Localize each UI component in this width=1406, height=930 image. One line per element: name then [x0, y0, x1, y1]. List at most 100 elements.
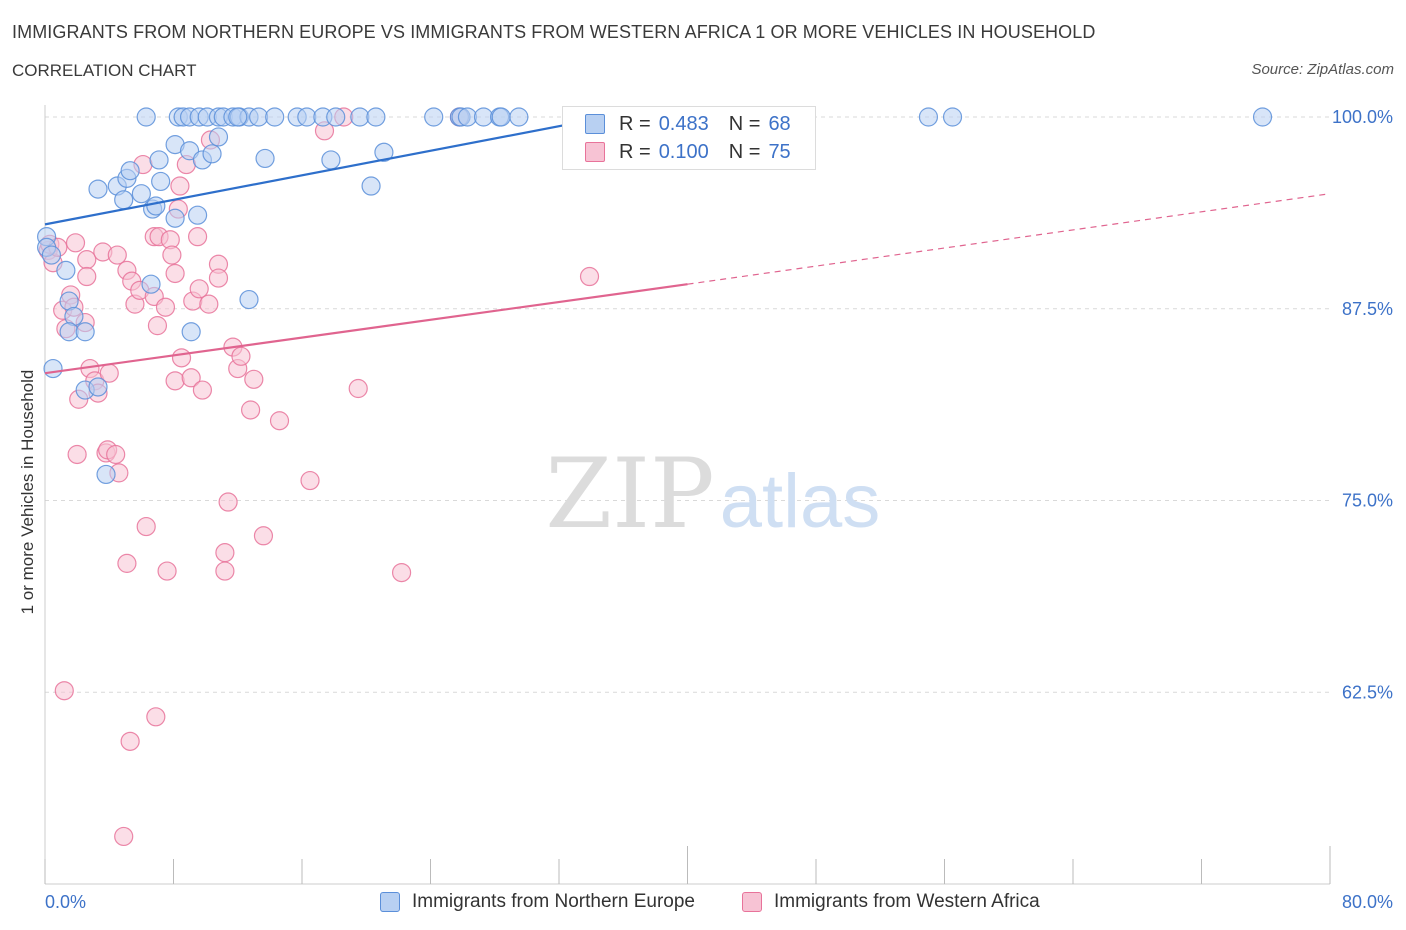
data-point	[300, 470, 320, 491]
watermark-atlas: atlas	[720, 459, 881, 544]
chart-title: IMMIGRANTS FROM NORTHERN EUROPE VS IMMIG…	[12, 22, 1096, 42]
r-value: 0.483	[658, 112, 709, 135]
y-axis-label: 1 or more Vehicles in Household	[18, 369, 37, 615]
data-point	[165, 208, 185, 228]
data-point	[151, 171, 171, 192]
legend-item-western-africa[interactable]: Immigrants from Western Africa	[742, 890, 1040, 914]
data-point	[187, 227, 208, 247]
data-point	[54, 681, 74, 701]
series-western-africa	[38, 107, 600, 847]
data-point	[366, 107, 386, 127]
x-tick-label: 0.0%	[45, 892, 86, 912]
legend-label: Immigrants from Western Africa	[774, 891, 1040, 912]
data-point	[114, 826, 134, 847]
data-point	[107, 245, 127, 265]
watermark-zip: ZIP	[545, 438, 714, 550]
data-point	[136, 516, 156, 537]
data-point	[208, 268, 229, 288]
data-point	[918, 107, 939, 127]
data-point	[579, 266, 600, 287]
x-tick-label: 80.0%	[1342, 892, 1393, 912]
data-point	[170, 176, 190, 196]
chart-subtitle: CORRELATION CHART	[12, 61, 197, 80]
data-point	[269, 411, 290, 431]
data-point	[218, 492, 238, 512]
stats-row-northern-europe: R = 0.483 N = 68	[585, 112, 811, 136]
data-point	[181, 322, 201, 342]
data-point	[189, 279, 209, 299]
data-point	[391, 562, 412, 583]
data-point	[253, 526, 274, 546]
legend-swatch-pink	[742, 892, 762, 912]
r-label: R =	[619, 140, 651, 163]
data-point	[41, 245, 62, 265]
data-point	[181, 368, 201, 388]
series-northern-europe	[37, 107, 1273, 485]
data-point	[120, 161, 140, 181]
data-point	[215, 561, 235, 581]
stats-legend: R = 0.483 N = 68 R = 0.100 N = 75	[562, 106, 816, 170]
data-point	[155, 297, 176, 317]
data-point	[1252, 107, 1273, 127]
grid	[45, 116, 1330, 693]
data-point	[239, 289, 259, 310]
data-point	[321, 150, 341, 170]
data-point	[374, 142, 394, 162]
data-point	[297, 107, 317, 127]
data-point	[146, 707, 166, 727]
data-point	[942, 107, 963, 127]
data-point	[350, 107, 370, 127]
data-point	[348, 378, 368, 399]
data-point	[136, 107, 156, 127]
y-tick-label: 100.0%	[1332, 107, 1393, 127]
data-point	[165, 371, 185, 391]
data-point	[88, 377, 108, 397]
legend-swatch-blue	[585, 114, 605, 134]
data-point	[361, 176, 381, 196]
data-point	[491, 107, 511, 127]
data-point	[56, 260, 76, 280]
n-label: N =	[728, 112, 761, 135]
r-label: R =	[619, 112, 651, 135]
y-tick-label: 87.5%	[1342, 299, 1393, 319]
data-point	[114, 190, 134, 210]
data-point	[106, 444, 126, 465]
data-point	[141, 274, 161, 294]
data-point	[75, 322, 95, 342]
y-tick-label: 75.0%	[1342, 491, 1393, 511]
data-point	[424, 107, 444, 127]
data-point	[157, 561, 177, 581]
data-point	[228, 107, 248, 127]
data-point	[165, 263, 185, 284]
stats-row-western-africa: R = 0.100 N = 75	[585, 140, 811, 164]
data-point	[202, 144, 222, 164]
trend-line-western-africa	[44, 283, 688, 375]
data-point	[171, 348, 192, 368]
data-point	[88, 179, 108, 199]
data-point	[117, 553, 137, 573]
data-point	[199, 294, 219, 314]
trend-lines	[44, 115, 1331, 375]
legend-label: Immigrants from Northern Europe	[412, 891, 695, 912]
data-point	[67, 444, 87, 465]
data-point	[131, 184, 151, 204]
data-point	[147, 316, 168, 336]
data-point	[187, 205, 208, 225]
source-label: Source: ZipAtlas.com	[1251, 61, 1394, 78]
data-point	[77, 266, 97, 287]
data-point	[265, 107, 285, 127]
data-point	[65, 233, 86, 253]
legend-item-northern-europe[interactable]: Immigrants from Northern Europe	[380, 890, 695, 914]
data-point	[473, 107, 494, 127]
trend-line-western-africa-extension	[687, 193, 1331, 285]
trend-line-northern-europe	[44, 115, 608, 226]
data-point	[120, 731, 140, 751]
y-tick-label: 62.5%	[1342, 682, 1393, 702]
data-point	[96, 464, 116, 485]
data-point	[231, 346, 251, 366]
data-point	[249, 107, 269, 127]
data-point	[149, 150, 169, 170]
r-value: 0.100	[658, 140, 709, 163]
data-point	[59, 322, 79, 342]
